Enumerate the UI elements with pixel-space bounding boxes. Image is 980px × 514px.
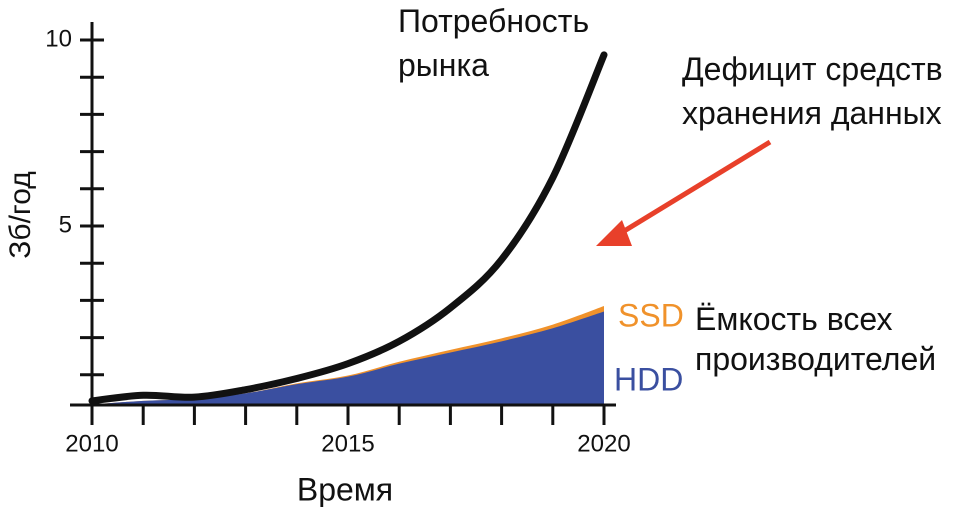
y-axis-label: Зб/год: [4, 171, 37, 258]
x-tick-label: 2020: [577, 430, 630, 457]
x-axis-label: Время: [297, 471, 393, 507]
x-tick-label: 2010: [65, 430, 118, 457]
capacity-label: Ёмкость всех производителей: [695, 301, 936, 377]
gap-arrow-head: [596, 220, 632, 246]
y-tick-label: 10: [45, 25, 72, 52]
area-hdd: [92, 311, 604, 405]
capacity-label-line: производителей: [695, 341, 936, 377]
demand-label-line: Потребность: [398, 3, 589, 39]
series-label: SSD: [618, 297, 684, 333]
demand-label-line: рынка: [398, 47, 489, 83]
y-tick-label: 5: [59, 211, 72, 238]
series-label: HDD: [614, 361, 683, 397]
capacity-label-line: Ёмкость всех: [695, 301, 892, 337]
gap-label-line: Дефицит средств: [682, 51, 943, 87]
demand-label: Потребность рынка: [398, 3, 589, 83]
gap-label: Дефицит средств хранения данных: [682, 51, 943, 131]
gap-arrow-shaft: [614, 139, 772, 239]
gap-label-line: хранения данных: [682, 95, 942, 131]
demand-line: [88, 51, 608, 405]
x-tick-label: 2015: [321, 430, 374, 457]
